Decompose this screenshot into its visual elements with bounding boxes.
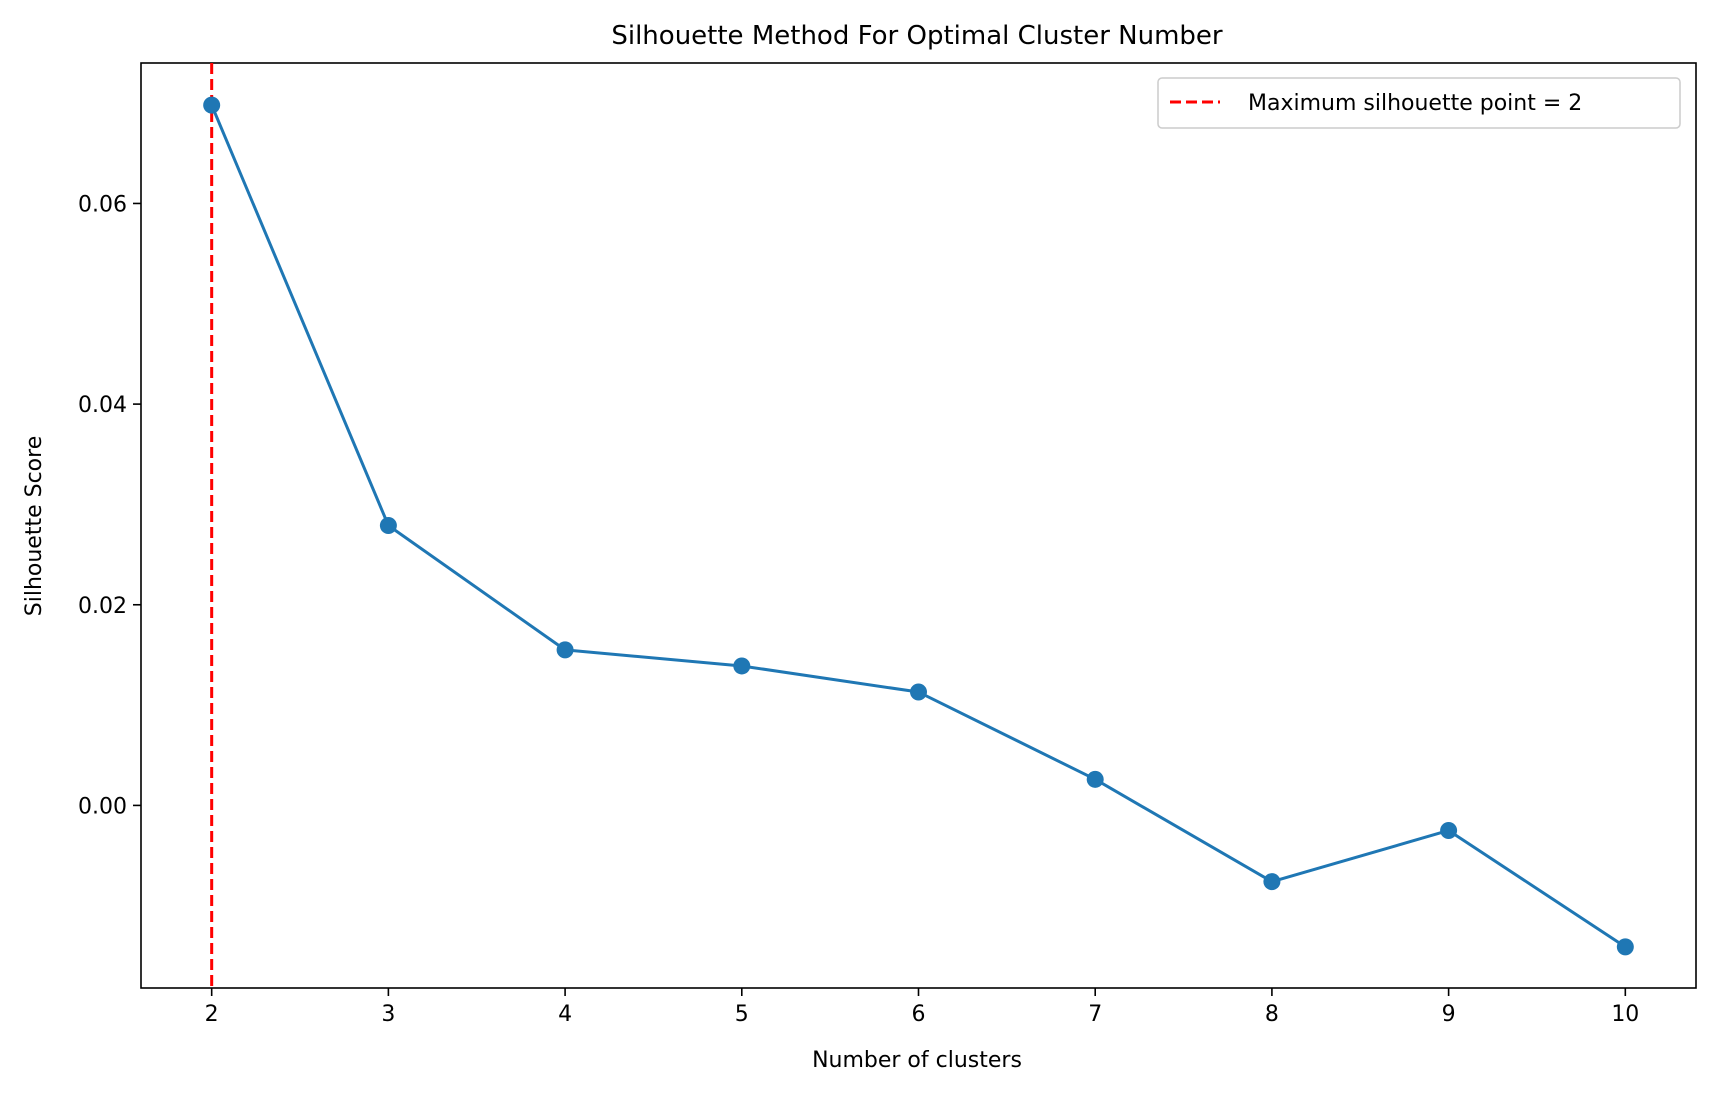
data-point <box>1440 821 1458 839</box>
x-tick-label: 7 <box>1088 1002 1102 1027</box>
x-tick-label: 10 <box>1611 1002 1639 1027</box>
x-tick-label: 8 <box>1265 1002 1279 1027</box>
x-tick-label: 5 <box>735 1002 749 1027</box>
data-point <box>1086 770 1104 788</box>
x-tick-label: 3 <box>381 1002 395 1027</box>
legend: Maximum silhouette point = 2 <box>1157 77 1681 129</box>
data-point <box>1263 873 1281 891</box>
y-tick-label: 0.04 <box>78 393 127 418</box>
y-tick-label: 0.02 <box>78 594 127 619</box>
data-point <box>733 657 751 675</box>
chart-title: Silhouette Method For Optimal Cluster Nu… <box>611 21 1223 51</box>
legend-label: Maximum silhouette point = 2 <box>1248 91 1582 116</box>
legend-box <box>1157 77 1681 129</box>
data-point <box>556 641 574 659</box>
x-tick-label: 6 <box>912 1002 926 1027</box>
y-tick-label: 0.00 <box>78 794 127 819</box>
y-axis-label: Silhouette Score <box>22 436 47 616</box>
y-tick-label: 0.06 <box>78 192 127 217</box>
x-axis-label: Number of clusters <box>812 1048 1022 1073</box>
x-tick-label: 4 <box>558 1002 572 1027</box>
x-tick-label: 9 <box>1442 1002 1456 1027</box>
data-point <box>910 683 927 701</box>
data-point <box>203 96 221 114</box>
plot-area: 2 3 4 5 6 7 8 9 10 0.00 0.02 0.04 0.06 <box>78 62 1697 1027</box>
x-tick-label: 2 <box>205 1002 219 1027</box>
data-point <box>379 517 397 534</box>
data-point <box>1616 938 1634 956</box>
